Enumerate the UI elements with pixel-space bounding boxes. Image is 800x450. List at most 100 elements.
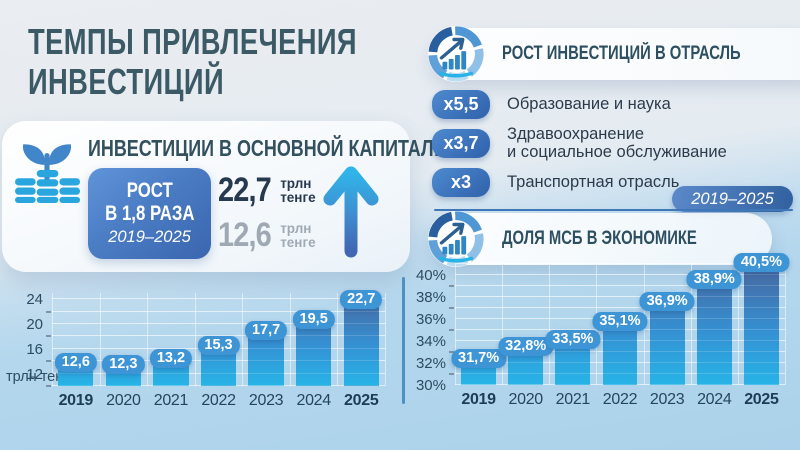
x-axis-label-2021: 2021 bbox=[153, 392, 189, 409]
gridline bbox=[455, 263, 785, 264]
bar-column: 31,7% bbox=[451, 264, 507, 385]
bar-column: 38,9% bbox=[686, 264, 742, 385]
gridline bbox=[52, 335, 385, 337]
bar-2024 bbox=[696, 287, 732, 385]
growth-line1: РОСТ bbox=[126, 178, 173, 202]
y-axis-tick bbox=[449, 285, 454, 287]
bar-column: 12,3 bbox=[100, 293, 148, 386]
x-axis-label-2022: 2022 bbox=[201, 392, 236, 409]
y-axis-tick bbox=[46, 310, 51, 313]
value-badge: 32,8% bbox=[498, 337, 554, 357]
bar-2022 bbox=[602, 328, 638, 385]
bar-column: 40,5% bbox=[733, 252, 789, 385]
gridline bbox=[455, 274, 785, 275]
value-2019-units: трлн тенге bbox=[280, 221, 316, 251]
factor-badge-transport: x3 bbox=[432, 167, 490, 197]
industry-growth-list: x5,5 Образование и наука x3,7 Здравоохра… bbox=[432, 90, 727, 203]
industry-label-healthcare: Здравоохранение и социальное обслуживани… bbox=[507, 125, 727, 162]
y-axis-label: 16 bbox=[26, 340, 43, 358]
y-axis-label: 40% bbox=[415, 267, 446, 284]
x-axis-label-2025: 2025 bbox=[344, 392, 379, 409]
bar-2023 bbox=[248, 338, 284, 386]
industry-period-badge: 2019–2025 bbox=[672, 186, 793, 212]
bar-columns: 31,7% 32,8% 33,5% 35,1% 36,9% 38,9% 40,5% bbox=[451, 252, 789, 385]
bar-2022 bbox=[200, 353, 237, 386]
value-badge: 36,9% bbox=[639, 292, 695, 312]
value-2019: 12,6 трлн тенге bbox=[218, 218, 316, 252]
gridline-overlay bbox=[455, 373, 785, 374]
x-axis-label-2024: 2024 bbox=[296, 392, 331, 409]
bar-column: 22,7 bbox=[337, 290, 385, 386]
y-axis-tick bbox=[449, 329, 454, 331]
industry-item-transport: x3 Транспортная отрасль bbox=[432, 167, 727, 197]
value-2025: 22,7 трлн тенге bbox=[218, 173, 316, 207]
page-title-line2: ИНВЕСТИЦИЙ bbox=[28, 61, 225, 103]
x-axis-label-2021: 2021 bbox=[555, 391, 591, 408]
value-badge: 33,5% bbox=[545, 329, 601, 349]
bar-column: 32,8% bbox=[498, 264, 554, 385]
sprout-coins-icon bbox=[15, 144, 80, 203]
capital-bar-chart: 12,6 12,3 13,2 15,3 17,7 19,5 22,7 12 16 20 24 2019… bbox=[26, 290, 386, 409]
vertical-divider bbox=[402, 277, 405, 404]
x-axis-label-2019: 2019 bbox=[58, 392, 94, 409]
gridline-overlay bbox=[455, 274, 785, 275]
x-axis-label-2025: 2025 bbox=[744, 391, 779, 408]
capital-card-heading: ИНВЕСТИЦИИ В ОСНОВНОЙ КАПИТАЛ: bbox=[88, 135, 440, 161]
value-badge: 38,9% bbox=[686, 270, 742, 290]
gridline-overlay bbox=[52, 310, 385, 312]
bar-columns: 12,6 12,3 13,2 15,3 17,7 19,5 22,7 bbox=[52, 290, 385, 386]
growth-factor-box: РОСТ В 1,8 РАЗА 2019–2025 bbox=[88, 168, 211, 259]
x-axis-label-2022: 2022 bbox=[602, 391, 638, 408]
value-badge: 40,5% bbox=[733, 252, 789, 272]
bar-column: 33,5% bbox=[545, 264, 601, 385]
gridline-vertical bbox=[289, 293, 291, 386]
gridline bbox=[52, 310, 385, 312]
bar-column: 35,1% bbox=[592, 264, 648, 385]
gridline bbox=[455, 307, 785, 308]
bar-2021 bbox=[555, 346, 591, 385]
page-title-line1: ТЕМПЫ ПРИВЛЕЧЕНИЯ bbox=[28, 21, 357, 62]
gridline bbox=[455, 285, 785, 286]
industry-growth-title: РОСТ ИНВЕСТИЦИЙ В ОТРАСЛЬ bbox=[502, 43, 741, 64]
gridline bbox=[52, 323, 385, 324]
gridline-overlay bbox=[52, 335, 385, 337]
bar-2024 bbox=[296, 327, 332, 386]
value-badge: 17,7 bbox=[244, 321, 288, 341]
value-badge: 19,5 bbox=[292, 310, 335, 330]
bar-2019 bbox=[461, 366, 497, 385]
msb-bar-chart: 31,7% 32,8% 33,5% 35,1% 36,9% 38,9% 40,5% 30% 32… bbox=[416, 252, 789, 408]
value-badge: 35,1% bbox=[592, 311, 648, 331]
y-axis-label: 30% bbox=[415, 377, 446, 394]
bar-2021 bbox=[153, 366, 189, 386]
value-2025-amount: 22,7 bbox=[218, 171, 272, 209]
capital-investments-card: ИНВЕСТИЦИИ В ОСНОВНОЙ КАПИТАЛ: РОСТ В 1,… bbox=[2, 121, 440, 272]
gridline-overlay bbox=[455, 362, 785, 363]
gridline-overlay bbox=[455, 285, 785, 286]
industry-growth-header: РОСТ ИНВЕСТИЦИЙ В ОТРАСЛЬ bbox=[427, 25, 800, 83]
y-axis-tick bbox=[449, 307, 454, 309]
value-2019-amount: 12,6 bbox=[218, 216, 272, 254]
value-badge: 13,2 bbox=[149, 349, 193, 369]
gridline-vertical bbox=[785, 264, 786, 385]
x-axis-labels: 2019 2020 2021 2022 2023 2024 2025 bbox=[52, 386, 385, 410]
value-badge: 12,6 bbox=[54, 352, 97, 372]
horizontal-divider bbox=[434, 209, 793, 211]
gridline-vertical bbox=[99, 293, 101, 386]
bar-column: 15,3 bbox=[195, 293, 243, 386]
growth-period: 2019–2025 bbox=[108, 228, 191, 247]
gridline-overlay bbox=[455, 340, 785, 341]
bar-2023 bbox=[649, 309, 685, 385]
bar-column: 19,5 bbox=[290, 293, 338, 386]
industry-item-healthcare: x3,7 Здравоохранение и социальное обслуж… bbox=[432, 125, 727, 162]
gridline-vertical bbox=[690, 264, 692, 385]
gridline-vertical bbox=[337, 293, 339, 386]
growth-line2: В 1,8 РАЗА bbox=[104, 201, 195, 225]
y-axis-tick bbox=[46, 385, 51, 387]
industry-item-education: x5,5 Образование и наука bbox=[432, 90, 727, 119]
factor-badge-healthcare: x3,7 bbox=[432, 128, 490, 158]
gridline bbox=[52, 298, 385, 300]
x-axis-label-2024: 2024 bbox=[697, 391, 732, 408]
x-axis-label-2019: 2019 bbox=[461, 391, 496, 408]
y-axis-tick bbox=[449, 373, 454, 375]
